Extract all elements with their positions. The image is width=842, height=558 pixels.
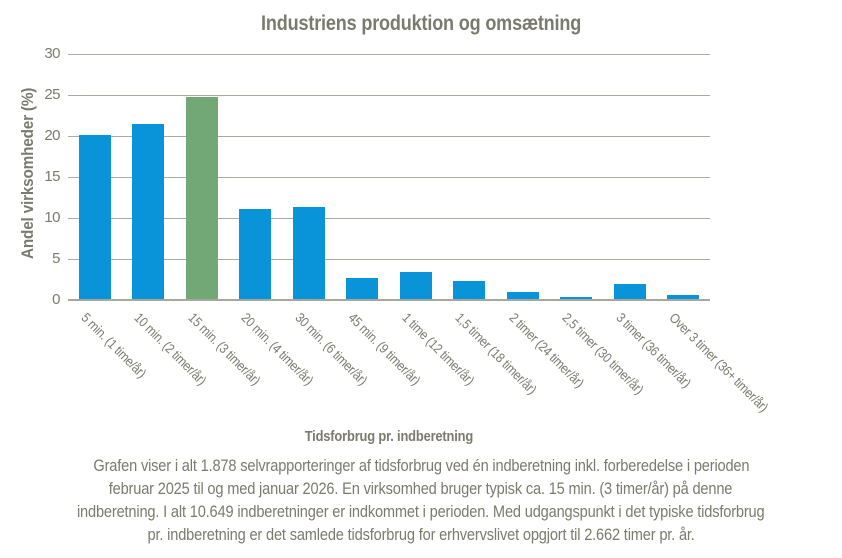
y-tick-label-10: 10 [44, 209, 60, 226]
y-tick-label-20: 20 [44, 127, 60, 144]
bar-0 [78, 135, 111, 299]
bar-10 [613, 284, 646, 299]
y-tick-label-5: 5 [52, 250, 60, 267]
bar-5 [346, 277, 379, 299]
footer-line-4: pr. indberetning er det samlede tidsforb… [147, 525, 695, 544]
bar-2 [185, 97, 218, 299]
footer-line-3: indberetning. I alt 10.649 indberetninge… [77, 502, 765, 521]
plot-area [68, 53, 710, 301]
y-tick-label-30: 30 [44, 45, 60, 62]
gridline-25 [68, 94, 710, 96]
chart-title-text: Industriens produktion og omsætning [260, 12, 582, 35]
footer-line-1: Grafen viser i alt 1.878 selvrapporterin… [93, 456, 749, 475]
gridline-5 [68, 258, 710, 260]
bar-1 [132, 124, 165, 299]
bar-7 [453, 280, 486, 299]
gridline-30 [68, 53, 710, 55]
y-tick-label-15: 15 [44, 168, 60, 185]
gridline-10 [68, 217, 710, 219]
bar-11 [667, 294, 700, 299]
bar-8 [506, 292, 539, 299]
y-tick-label-25: 25 [44, 86, 60, 103]
footer-line-2: februar 2025 til og med januar 2026. En … [109, 479, 733, 498]
x-axis-line [68, 299, 710, 301]
y-tick-label-0: 0 [52, 291, 60, 308]
x-axis-title-text: Tidsforbrug pr. indberetning [304, 428, 474, 445]
bar-9 [560, 297, 593, 299]
bar-3 [239, 208, 272, 299]
x-axis-title: Tidsforbrug pr. indberetning [68, 428, 710, 445]
chart-title: Industriens produktion og omsætning [0, 12, 842, 36]
footer-note: Grafen viser i alt 1.878 selvrapporterin… [0, 454, 842, 546]
gridline-20 [68, 135, 710, 137]
bar-4 [292, 207, 325, 299]
gridline-15 [68, 176, 710, 178]
bar-6 [399, 271, 432, 299]
x-category-label-11: Over 3 timer (36+ timer/år) [666, 310, 772, 415]
